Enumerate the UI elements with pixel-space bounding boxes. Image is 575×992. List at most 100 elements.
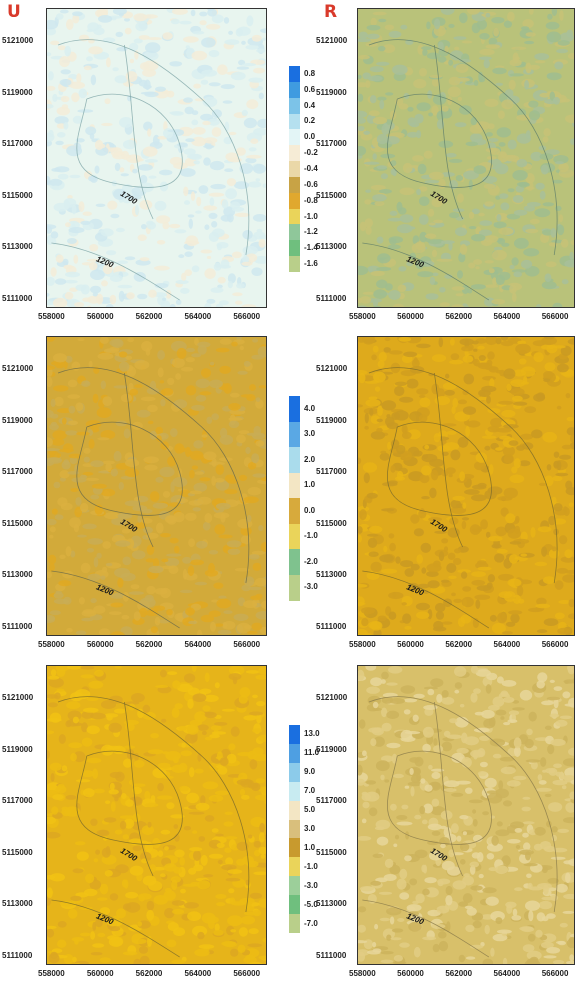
raster-patch bbox=[68, 742, 83, 749]
raster-patch bbox=[497, 110, 505, 119]
raster-patch bbox=[109, 274, 123, 282]
raster-patch bbox=[456, 193, 464, 203]
raster-patch bbox=[187, 153, 201, 159]
color-legend: 4.0 3.0 2.0 1.0 0.0 -1.0 -2.0 -3.0 bbox=[289, 396, 339, 601]
raster-patch bbox=[460, 859, 466, 865]
raster-patch bbox=[370, 561, 382, 573]
raster-patch bbox=[175, 279, 189, 285]
raster-patch bbox=[556, 405, 562, 410]
raster-patch bbox=[133, 13, 148, 22]
raster-patch bbox=[147, 128, 152, 137]
legend-label: 0.2 bbox=[304, 116, 316, 126]
raster-patch bbox=[555, 883, 568, 893]
raster-patch bbox=[424, 444, 430, 450]
raster-patch bbox=[144, 802, 159, 808]
legend-label: 0.4 bbox=[304, 100, 316, 110]
raster-patch bbox=[500, 716, 505, 720]
raster-patch bbox=[90, 712, 106, 720]
raster-patch bbox=[255, 440, 265, 447]
raster-patch bbox=[142, 146, 158, 157]
raster-patch bbox=[204, 302, 212, 307]
raster-patch bbox=[52, 297, 68, 307]
raster-patch bbox=[377, 360, 385, 368]
raster-patch bbox=[78, 88, 87, 99]
raster-patch bbox=[96, 293, 104, 305]
raster-patch bbox=[104, 98, 111, 105]
raster-patch bbox=[424, 784, 433, 792]
raster-patch bbox=[566, 960, 574, 964]
raster-patch bbox=[479, 735, 490, 741]
raster-patch bbox=[49, 562, 55, 572]
raster-patch bbox=[72, 868, 84, 874]
raster-patch bbox=[120, 393, 132, 403]
raster-patch bbox=[390, 937, 402, 941]
raster-patch bbox=[459, 703, 465, 708]
raster-patch bbox=[67, 394, 81, 399]
raster-patch bbox=[497, 237, 506, 245]
raster-patch bbox=[564, 703, 574, 707]
raster-patch bbox=[55, 785, 67, 794]
raster-patch bbox=[485, 896, 499, 906]
raster-patch bbox=[507, 528, 521, 539]
raster-patch bbox=[440, 172, 455, 177]
raster-patch bbox=[472, 340, 479, 345]
raster-patch bbox=[169, 61, 183, 67]
raster-patch bbox=[188, 620, 198, 625]
raster-patch bbox=[452, 495, 465, 501]
raster-patch bbox=[145, 347, 151, 356]
raster-patch bbox=[376, 236, 384, 244]
y-tick-label: 5111000 bbox=[316, 293, 347, 303]
raster-patch bbox=[172, 477, 188, 488]
raster-patch bbox=[216, 902, 226, 907]
raster-patch bbox=[63, 264, 74, 270]
raster-patch bbox=[153, 605, 166, 611]
raster-patch bbox=[508, 440, 519, 446]
raster-patch bbox=[219, 365, 231, 374]
raster-patch bbox=[137, 164, 153, 171]
raster-patch bbox=[108, 722, 122, 733]
raster-patch bbox=[189, 450, 204, 461]
raster-patch bbox=[445, 153, 457, 158]
raster-patch bbox=[146, 387, 160, 395]
raster-patch bbox=[119, 815, 136, 819]
raster-patch bbox=[213, 262, 222, 271]
raster-patch bbox=[50, 398, 56, 408]
raster-patch bbox=[553, 96, 560, 105]
raster-patch bbox=[88, 360, 93, 368]
raster-patch bbox=[551, 826, 558, 833]
raster-patch bbox=[67, 471, 80, 475]
y-tick-label: 5119000 bbox=[316, 415, 347, 425]
raster-patch bbox=[555, 205, 562, 211]
raster-patch bbox=[500, 766, 516, 775]
raster-patch bbox=[142, 875, 157, 886]
raster-patch bbox=[415, 893, 425, 904]
raster-patch bbox=[217, 64, 228, 75]
raster-patch bbox=[387, 244, 401, 250]
contour-line bbox=[51, 242, 180, 301]
raster-patch bbox=[496, 929, 512, 934]
raster-patch bbox=[50, 40, 60, 46]
raster-patch bbox=[247, 630, 258, 635]
raster-patch bbox=[260, 541, 266, 553]
raster-patch bbox=[419, 394, 426, 398]
raster-patch bbox=[399, 942, 410, 948]
y-tick-label: 5115000 bbox=[316, 190, 347, 200]
raster-patch bbox=[388, 290, 401, 300]
raster-patch bbox=[483, 235, 499, 243]
raster-patch bbox=[477, 345, 485, 350]
raster-patch bbox=[491, 835, 499, 846]
raster-patch bbox=[200, 79, 209, 85]
raster-patch bbox=[410, 786, 415, 797]
raster-patch bbox=[505, 901, 517, 908]
raster-patch bbox=[358, 669, 365, 681]
raster-patch bbox=[389, 542, 396, 552]
raster-patch bbox=[207, 118, 220, 126]
contour-line bbox=[123, 372, 154, 548]
raster-patch bbox=[358, 906, 367, 913]
legend-label: -0.4 bbox=[304, 164, 318, 173]
raster-patch bbox=[110, 468, 118, 477]
raster-patch bbox=[236, 283, 245, 289]
raster-patch bbox=[561, 444, 572, 450]
raster-patch bbox=[88, 680, 104, 689]
raster-patch bbox=[65, 271, 80, 278]
